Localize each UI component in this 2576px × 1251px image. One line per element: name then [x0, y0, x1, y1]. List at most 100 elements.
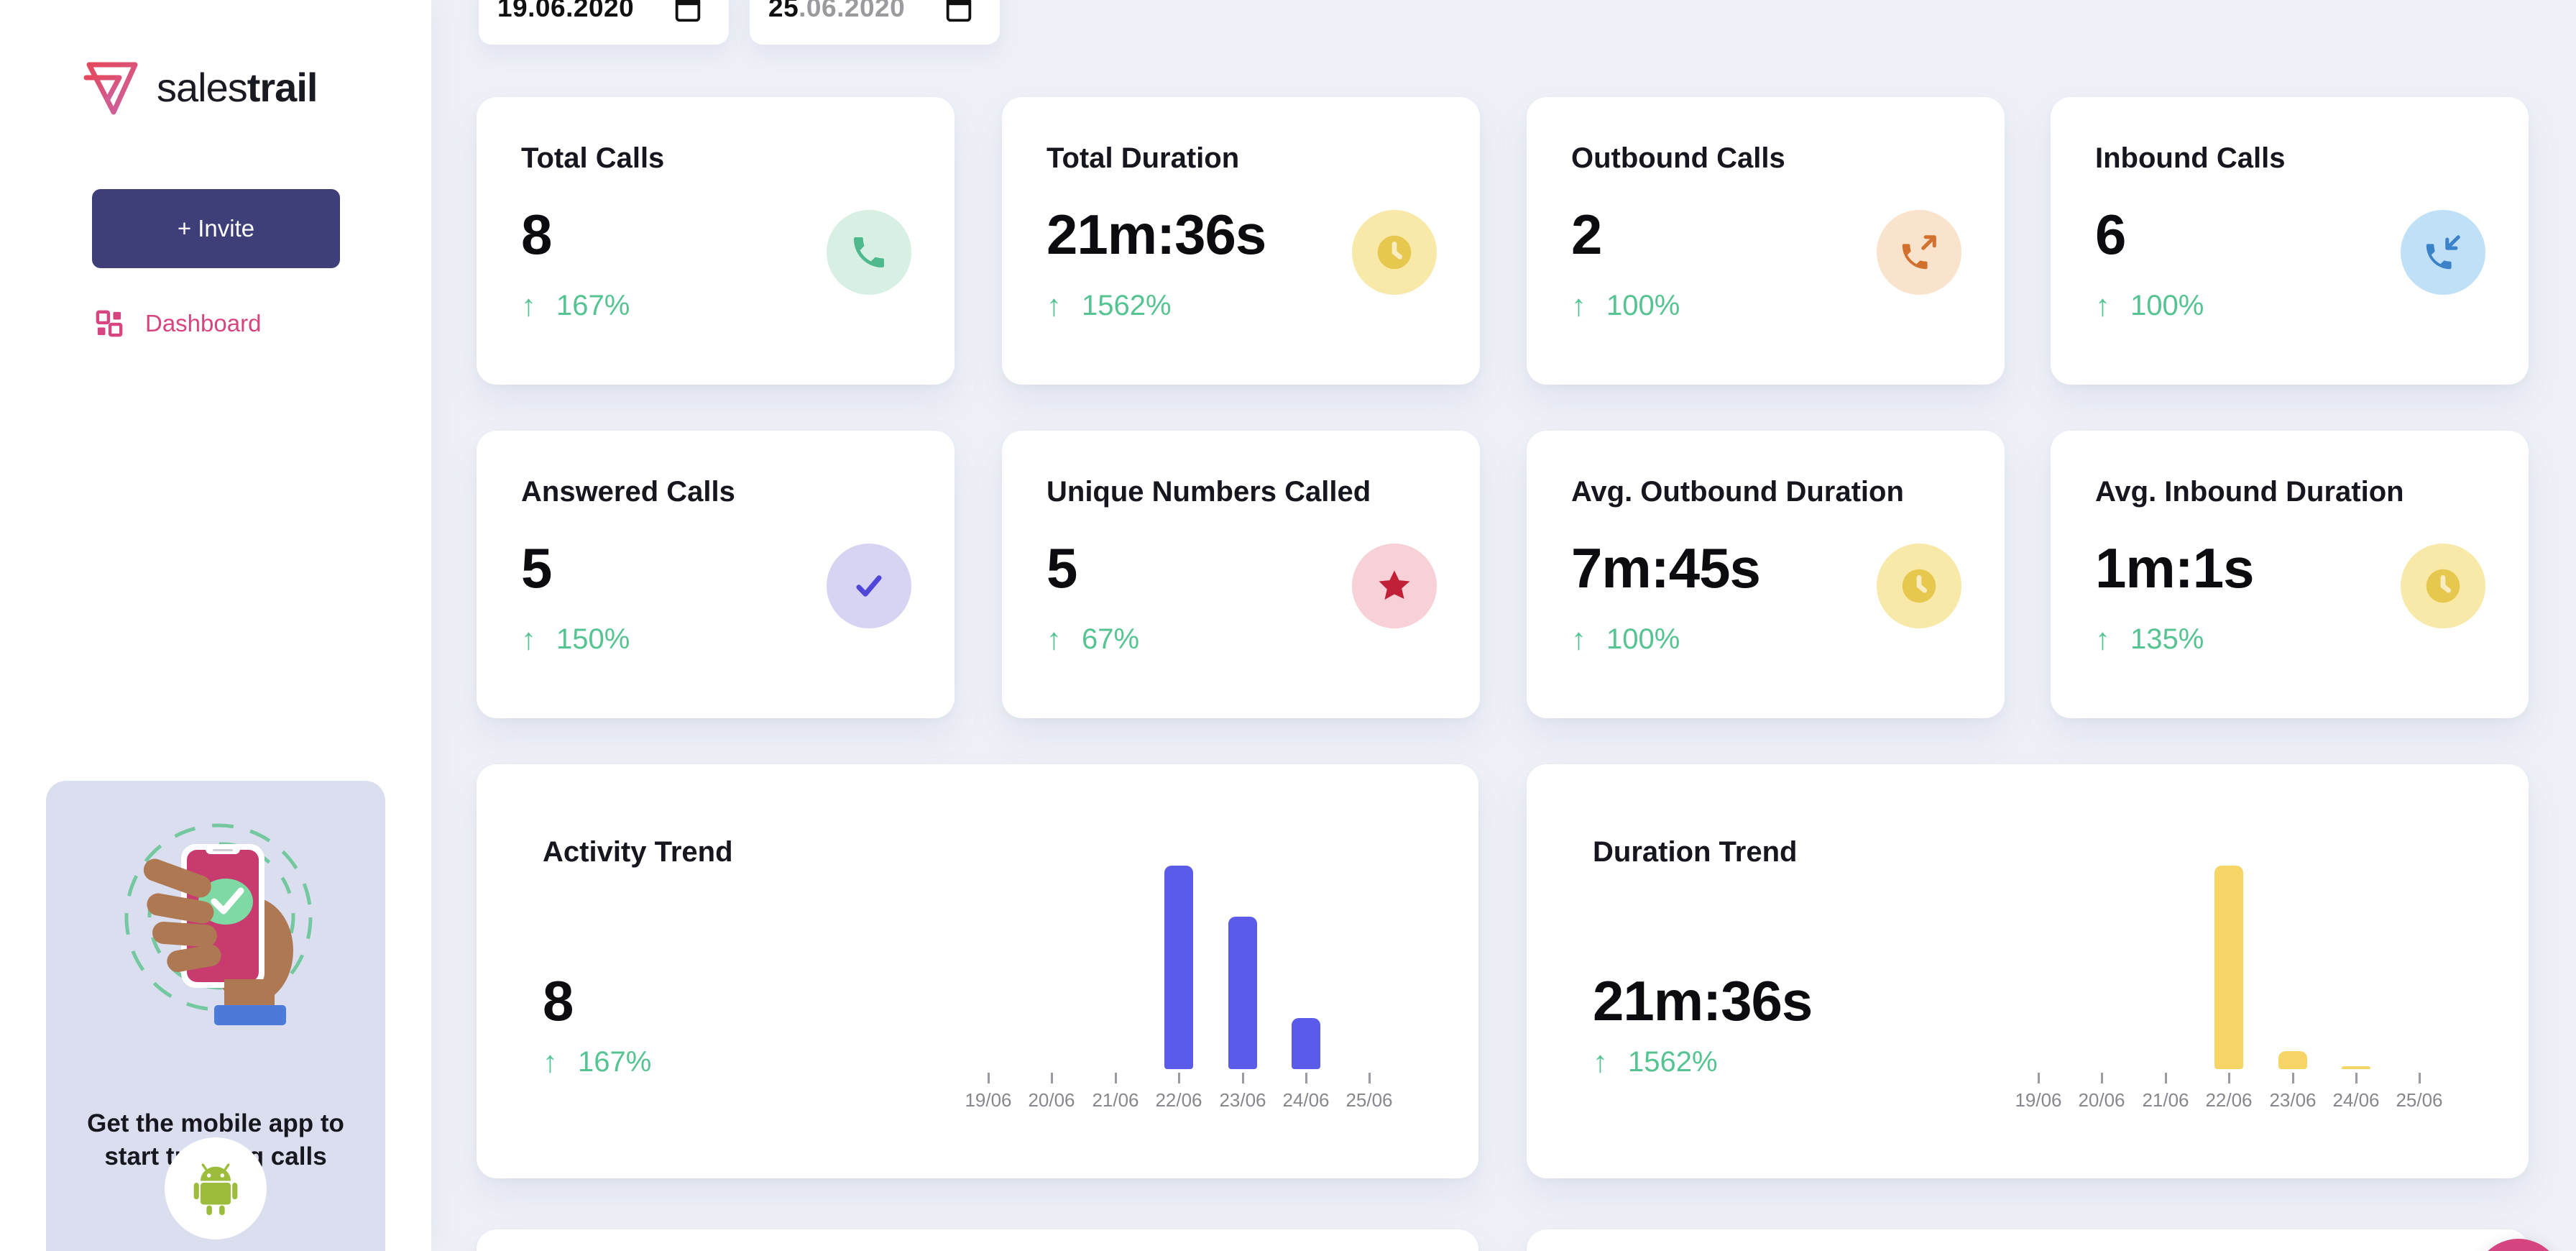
phone-incoming-icon: [2401, 210, 2485, 295]
activity-trend-chart: 19/06 20/06 21/06 22/06 23/06 24/06 25/06: [477, 764, 1478, 1178]
stat-card-total-duration: Total Duration 21m:36s ↑ 1562%: [1002, 97, 1480, 385]
stat-card-total-calls: Total Calls 8 ↑ 167%: [477, 97, 954, 385]
axis-tick: [1050, 1073, 1053, 1083]
android-icon: [193, 1163, 238, 1216]
stat-value: 8: [521, 203, 552, 266]
stat-change: ↑ 150%: [521, 622, 630, 656]
stat-change: ↑ 135%: [2095, 622, 2204, 656]
x-axis-label: 22/06: [2205, 1089, 2253, 1111]
stat-value: 5: [1046, 536, 1077, 600]
salestrail-logo-icon: [83, 62, 138, 115]
clock-icon: [1877, 544, 1961, 628]
stat-value: 6: [2095, 203, 2126, 266]
activity-trend-card: Activity Trend 8 ↑ 167% 19/06 20/06 21/06 2…: [477, 764, 1478, 1178]
partial-card: [1527, 1229, 2529, 1251]
bar: [2214, 866, 2243, 1069]
bar: [2342, 1066, 2370, 1069]
stat-change: ↑ 100%: [1571, 622, 1680, 656]
date-from-value: 19.06.2020: [497, 0, 635, 22]
axis-tick: [2037, 1073, 2040, 1083]
partial-card: [477, 1229, 1478, 1251]
stat-card-outbound-calls: Outbound Calls 2 ↑ 100%: [1527, 97, 2005, 385]
stat-change: ↑ 100%: [1571, 288, 1680, 323]
clock-icon: [1352, 210, 1437, 295]
bar: [2278, 1051, 2307, 1069]
sidebar: salestrail + Invite Dashboard: [0, 0, 431, 1251]
calendar-icon[interactable]: [671, 0, 704, 24]
x-axis-label: 22/06: [1155, 1089, 1202, 1111]
stat-title: Outbound Calls: [1571, 142, 1785, 174]
arrow-up-icon: ↑: [2095, 288, 2110, 322]
stat-change-value: 1562%: [1082, 289, 1172, 321]
sidebar-item-dashboard[interactable]: Dashboard: [93, 308, 261, 339]
bar: [1292, 1018, 1320, 1069]
axis-tick: [2164, 1073, 2167, 1083]
stat-title: Total Calls: [521, 142, 665, 174]
stat-title: Avg. Outbound Duration: [1571, 476, 1904, 508]
date-to-input[interactable]: 25.06.2020: [750, 0, 1000, 45]
stat-change: ↑ 100%: [2095, 288, 2204, 323]
stat-value: 21m:36s: [1046, 203, 1266, 266]
x-axis-label: 19/06: [2015, 1089, 2062, 1111]
arrow-up-icon: ↑: [2095, 622, 2110, 656]
phone-icon: [827, 210, 911, 295]
x-axis-label: 23/06: [1219, 1089, 1266, 1111]
sidebar-item-label: Dashboard: [145, 310, 262, 336]
calendar-icon[interactable]: [942, 0, 975, 24]
stat-value: 7m:45s: [1571, 536, 1761, 600]
stat-value: 1m:1s: [2095, 536, 2254, 600]
axis-tick: [2355, 1073, 2358, 1083]
x-axis-label: 21/06: [1092, 1089, 1139, 1111]
stat-change-value: 67%: [1082, 623, 1140, 655]
stat-card-avg-outbound-duration: Avg. Outbound Duration 7m:45s ↑ 100%: [1527, 431, 2005, 718]
duration-trend-chart: 19/06 20/06 21/06 22/06 23/06 24/06 25/06: [1527, 764, 2529, 1178]
x-axis-label: 24/06: [2332, 1089, 2380, 1111]
x-axis-label: 20/06: [2078, 1089, 2125, 1111]
stat-change-value: 135%: [2130, 623, 2204, 655]
chart-title: Activity Trend: [543, 836, 733, 868]
stat-change: ↑ 1562%: [1046, 288, 1172, 323]
arrow-up-icon: ↑: [1571, 622, 1586, 656]
stat-change: ↑ 167%: [521, 288, 630, 323]
x-axis-label: 21/06: [2142, 1089, 2189, 1111]
android-app-button[interactable]: [165, 1137, 267, 1239]
stat-value: 5: [521, 536, 552, 600]
x-axis-label: 25/06: [1346, 1089, 1393, 1111]
axis-tick: [1305, 1073, 1307, 1083]
stat-title: Answered Calls: [521, 476, 735, 508]
dashboard-grid-icon: [96, 310, 123, 337]
chart-change-value: 167%: [578, 1045, 652, 1078]
axis-tick: [1114, 1073, 1117, 1083]
stat-change-value: 150%: [556, 623, 630, 655]
axis-tick: [2227, 1073, 2230, 1083]
arrow-up-icon: ↑: [1046, 288, 1062, 322]
stat-value: 2: [1571, 203, 1602, 266]
axis-tick: [1368, 1073, 1371, 1083]
stat-card-unique-numbers: Unique Numbers Called 5 ↑ 67%: [1002, 431, 1480, 718]
mobile-app-promo-card: Get the mobile app to start tracking cal…: [46, 781, 385, 1251]
check-icon: [827, 544, 911, 628]
stat-card-answered-calls: Answered Calls 5 ↑ 150%: [477, 431, 954, 718]
x-axis-label: 19/06: [965, 1089, 1012, 1111]
invite-button[interactable]: + Invite: [92, 189, 340, 268]
arrow-up-icon: ↑: [521, 622, 536, 656]
star-icon: [1352, 544, 1437, 628]
arrow-up-icon: ↑: [521, 288, 536, 322]
x-axis-label: 20/06: [1028, 1089, 1075, 1111]
chart-title: Duration Trend: [1593, 836, 1798, 868]
chart-value: 8: [543, 969, 574, 1032]
stat-change-value: 100%: [1606, 289, 1680, 321]
stat-title: Unique Numbers Called: [1046, 476, 1371, 508]
chart-change: ↑ 1562%: [1593, 1045, 1718, 1079]
brand-logo: salestrail: [80, 56, 318, 118]
stat-change-value: 100%: [2130, 289, 2204, 321]
clock-icon: [2401, 544, 2485, 628]
axis-tick: [1177, 1073, 1180, 1083]
axis-tick: [2100, 1073, 2103, 1083]
stat-change: ↑ 67%: [1046, 622, 1139, 656]
stat-change-value: 167%: [556, 289, 630, 321]
date-from-input[interactable]: 19.06.2020: [479, 0, 729, 45]
stat-title: Inbound Calls: [2095, 142, 2286, 174]
chart-change: ↑ 167%: [543, 1045, 651, 1079]
